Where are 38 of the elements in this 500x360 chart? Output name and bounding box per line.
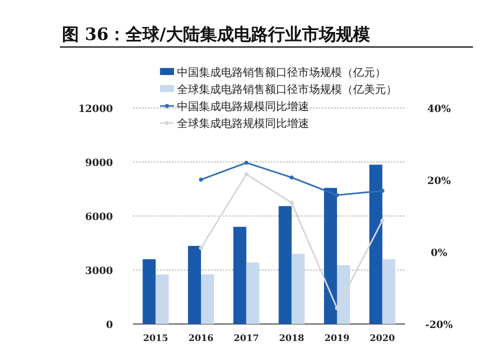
y-tick-label: 9000 [85,158,114,169]
x-tick-label: 2016 [188,334,214,344]
bar [337,265,350,324]
bar [142,259,156,324]
x-tick-label: 2020 [370,334,395,344]
point [335,193,339,198]
point [380,218,384,223]
point [380,188,384,193]
point [244,172,248,176]
y2-tick-label: 40% [427,104,452,115]
point [290,200,294,205]
point [199,178,203,182]
bar [292,254,305,324]
point [244,160,248,165]
bar [278,206,292,324]
y2-tick-label: 0% [430,248,448,259]
bar [246,262,260,324]
bar [233,226,246,324]
point [335,306,339,310]
point [290,175,294,180]
y-tick-label: 6000 [85,212,114,223]
bar [382,259,396,324]
y2-tick-label: -20% [425,320,454,331]
y-tick-label: 12000 [78,104,114,115]
x-tick-label: 2017 [234,334,259,344]
y-tick-label: 3000 [85,266,114,277]
bar [201,274,214,324]
y-tick-label: 0 [106,320,114,331]
x-tick-label: 2018 [279,334,304,344]
x-tick-label: 2019 [324,334,350,344]
point [199,246,203,250]
bar [156,274,169,324]
bar [324,188,337,324]
bar [369,164,382,324]
y2-tick-label: 20% [427,176,452,187]
bar [188,246,201,324]
x-tick-label: 2015 [143,334,168,344]
chart-title: 图 36：全球/大陆集成电路行业市场规模 [62,25,370,45]
